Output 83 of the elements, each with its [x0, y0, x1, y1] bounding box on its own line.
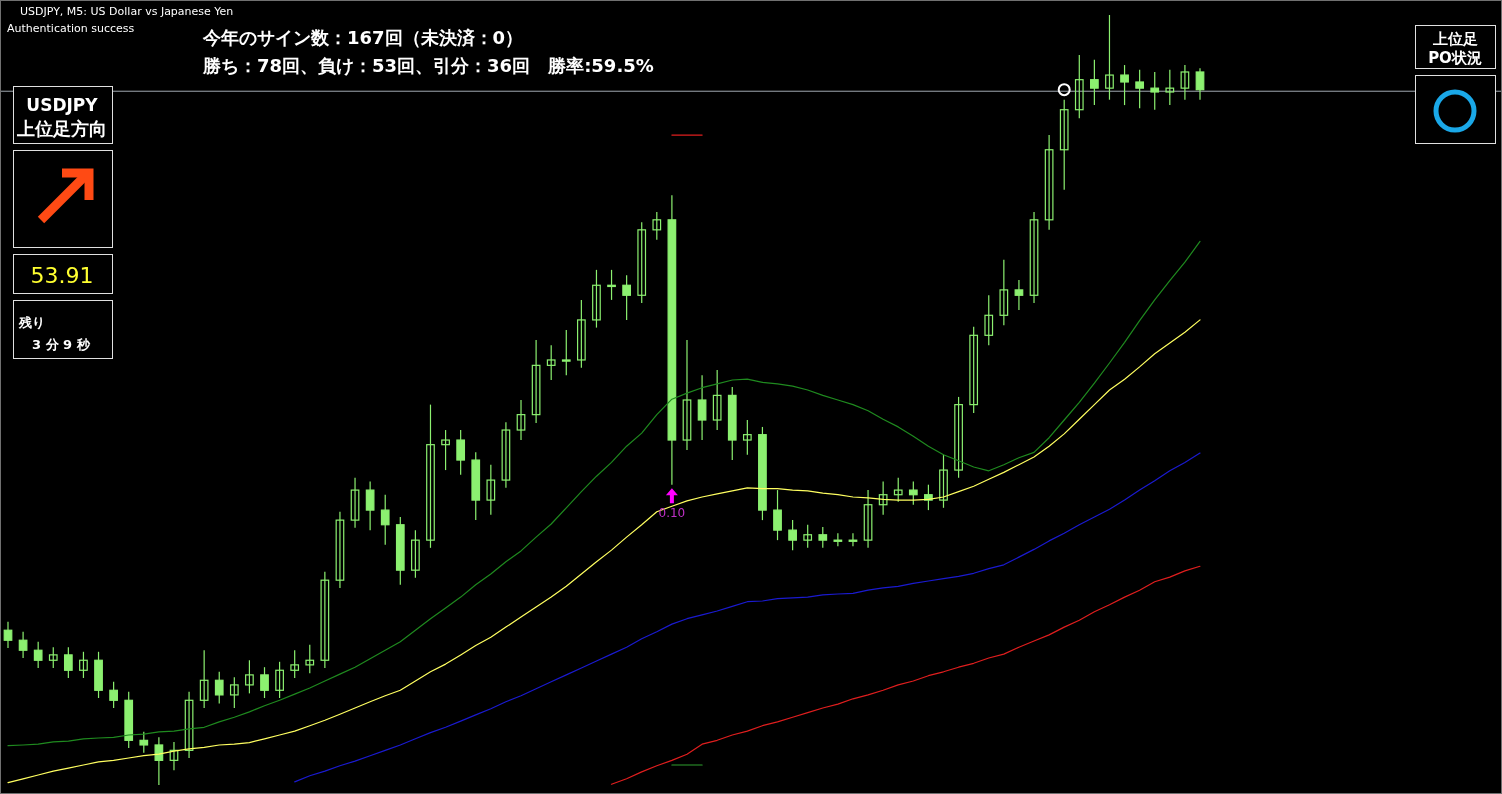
candlestick [1059, 99, 1069, 191]
candlestick [939, 454, 948, 509]
candlestick [441, 429, 450, 471]
text: PO状況 [1428, 49, 1482, 67]
candlestick [486, 464, 496, 516]
text: Authentication success [7, 22, 135, 35]
annotation: 残り [18, 315, 45, 330]
candlestick [456, 429, 466, 476]
annotation: 3 分 9 秒 [32, 337, 91, 352]
text: 上位足 [1431, 30, 1478, 48]
candlestick [1029, 211, 1039, 304]
candlestick [969, 326, 979, 414]
candlestick [848, 532, 858, 547]
candlestick [290, 649, 300, 679]
candlestick [426, 404, 435, 549]
candlestick [1195, 67, 1205, 101]
candlestick [531, 339, 541, 424]
candlestick [501, 421, 511, 489]
candlestick [712, 369, 722, 431]
candlestick [335, 511, 345, 589]
candlestick [1074, 54, 1084, 119]
candlestick [260, 666, 269, 699]
candlestick [275, 661, 284, 699]
candlestick [999, 259, 1009, 326]
candlestick [365, 481, 375, 531]
annotation: 今年のサイン数：167回（未決済：0） [202, 27, 524, 48]
candlestick [697, 374, 707, 441]
candlestick [18, 631, 28, 659]
candlestick [411, 529, 420, 579]
candlestick [33, 641, 43, 669]
candlestick [516, 399, 526, 441]
candlestick [908, 481, 918, 506]
candlestick [682, 339, 692, 451]
candlestick [1014, 279, 1024, 311]
candlestick [833, 532, 843, 547]
candlestick [229, 676, 239, 709]
annotation: 上位足方向 [16, 118, 107, 139]
candlestick [245, 659, 254, 694]
annotation: 53.91 [30, 263, 94, 288]
candlestick [79, 651, 88, 679]
candlestick [773, 489, 782, 541]
candlestick [637, 221, 647, 304]
candlestick [320, 571, 330, 669]
candlestick [622, 274, 632, 321]
candlestick [199, 649, 209, 709]
candlestick [592, 269, 601, 329]
candlestick [577, 299, 586, 369]
candlestick [788, 519, 797, 551]
candlestick [154, 736, 164, 786]
candlestick [863, 489, 873, 549]
candlestick [1105, 14, 1114, 101]
candlestick [184, 691, 194, 759]
candlestick [1120, 64, 1129, 106]
candlestick [818, 526, 828, 549]
candlestick [1090, 59, 1099, 106]
candlestick [48, 646, 58, 669]
candlestick [350, 477, 360, 529]
candlestick [1135, 69, 1145, 109]
candlestick [380, 494, 390, 546]
annotation: 勝ち：78回、負け：53回、引分：36回 勝率:59.5% [202, 55, 654, 76]
candlestick [652, 211, 662, 241]
candlestick [169, 741, 179, 771]
annotation: 0.10 [658, 506, 686, 521]
candlestick [742, 419, 752, 456]
candlestick [139, 731, 149, 754]
candlestick [893, 477, 903, 503]
candlestick [1180, 64, 1190, 101]
candlestick [63, 646, 73, 679]
candlestick [305, 644, 315, 674]
candlestick [3, 621, 13, 649]
candlestick [954, 396, 963, 479]
candlestick [878, 481, 888, 516]
chart-title: USDJPY, M5: US Dollar vs Japanese Yen [20, 5, 234, 18]
candlestick [1044, 134, 1054, 231]
candlestick [546, 344, 556, 381]
candlestick [214, 671, 224, 704]
candlestick [1165, 69, 1175, 106]
annotation: USDJPY [26, 95, 99, 115]
candlestick [109, 681, 118, 709]
candlestick [561, 329, 571, 376]
candlestick [803, 524, 813, 549]
candlestick [1150, 71, 1160, 111]
candlestick [984, 294, 994, 346]
